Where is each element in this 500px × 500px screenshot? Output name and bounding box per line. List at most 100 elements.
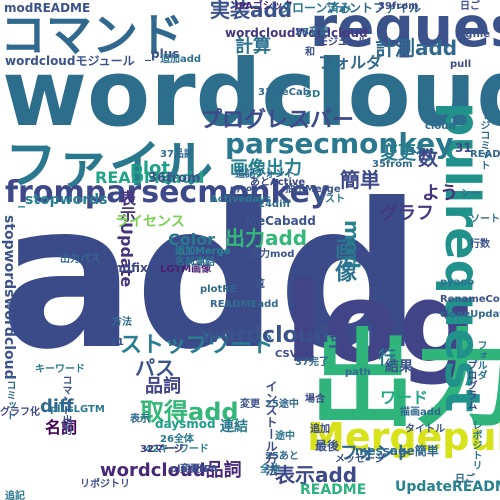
word: 出力add (225, 226, 308, 250)
word: ソート (470, 214, 500, 225)
word: 変更行 (380, 143, 434, 164)
word: README (300, 482, 367, 498)
word: ファイル (5, 136, 214, 196)
word: 一覧 (245, 279, 265, 290)
word: 追加Merge (175, 246, 231, 257)
word: リポジトリ (80, 479, 130, 490)
word: 表示 (130, 414, 150, 425)
word: 表示Update (117, 190, 136, 288)
word: READMEadd (95, 168, 205, 187)
word: 画像 (331, 238, 356, 282)
word: 簡単 (340, 168, 380, 192)
word: クローン済み (280, 1, 352, 15)
word: プログラム (465, 360, 476, 410)
word: ストップワード (120, 333, 275, 358)
word: 行 (378, 348, 396, 369)
word: wordcloudWordcloud (225, 26, 368, 40)
word: parsecmonkey (225, 127, 454, 160)
word: request (310, 0, 500, 59)
word: シー (460, 189, 480, 200)
word: 42キーワード (145, 444, 209, 455)
word: 24diff (258, 199, 291, 210)
word: cloud (425, 121, 456, 132)
word: RenameColor (440, 294, 500, 305)
word: _stopwords (18, 192, 108, 208)
word: UpdateREADME (395, 479, 500, 495)
word: Activedays (210, 194, 272, 205)
word: 途中 (275, 431, 295, 442)
word: mod (340, 220, 364, 269)
word: 変更IPA (180, 464, 218, 475)
word: キーワード (35, 364, 85, 375)
word: message簡単 (355, 444, 439, 458)
word: 結果 (385, 359, 413, 375)
word: 出力mod (250, 249, 295, 260)
word: リスト (315, 194, 345, 205)
word: IPAゴシック (235, 1, 293, 12)
word: 描画add (400, 407, 442, 418)
word: 取得add (140, 398, 239, 426)
word: plotlib (170, 464, 207, 475)
word: 37完了 (295, 357, 329, 368)
word: 31 (455, 141, 472, 155)
word: Mergepull (307, 415, 500, 459)
word: _plus (145, 47, 180, 61)
word: よう (422, 183, 458, 204)
word: 21 (110, 337, 124, 348)
word: 追記 (5, 491, 25, 500)
word: 出力パス (60, 254, 100, 265)
word: 最後 (315, 439, 340, 453)
word: メッセージ (335, 454, 385, 465)
word: あとActive (250, 177, 306, 188)
word: README (470, 149, 500, 160)
word: コミット (4, 380, 15, 420)
word: 25あと (265, 451, 299, 462)
word: プログレスバー (200, 108, 355, 133)
word: 39from (378, 1, 419, 12)
word: 追加 (310, 424, 330, 435)
word: log (285, 259, 478, 387)
word: グラフ化 (0, 407, 40, 418)
word: 28変更 (295, 27, 329, 38)
word: wordcloud_ (200, 323, 341, 348)
word: 36from (148, 171, 201, 186)
word: plot (130, 158, 171, 179)
word: plotRE (200, 284, 237, 295)
word: add (0, 161, 422, 394)
word: READMEadd (210, 299, 279, 310)
word: 32マージ (140, 444, 184, 455)
word: 品詞 (145, 376, 181, 397)
word: 表示add (275, 463, 358, 487)
word: 追加add (160, 54, 202, 65)
word: 連結 (220, 419, 248, 435)
word: 方法 (112, 317, 132, 328)
word: ライセンス (115, 214, 185, 230)
word: 計測add (375, 36, 458, 60)
word: diff (40, 396, 74, 417)
word: 抽出Merge (285, 184, 341, 195)
word: pullrequest (434, 102, 490, 413)
word: modREADME (4, 1, 91, 15)
word: 33MeCab (258, 87, 310, 98)
word: 日ご (455, 474, 475, 485)
word: タイトル (405, 424, 445, 435)
word: LGTM画像 (160, 264, 212, 275)
word: フォルダ (475, 340, 486, 380)
word: pull (450, 59, 472, 70)
word: フォルダ (318, 53, 383, 72)
word: 日ご (460, 1, 480, 12)
word: 完了名前 (305, 329, 354, 343)
word: wordcloud品詞 (100, 460, 242, 481)
word: 35from (372, 159, 413, 170)
word: MeCabadd (245, 214, 316, 228)
word: wordcloudモジュール (5, 54, 135, 68)
word: 追記フォント (235, 169, 295, 180)
word: 場合 (305, 394, 325, 405)
word: 変更 (240, 399, 260, 410)
word: cloneUpdate (440, 309, 500, 320)
word: path (345, 367, 371, 378)
word: 計算 (235, 36, 271, 57)
word: 画像出力 (230, 158, 302, 179)
word: ワード (380, 388, 429, 407)
